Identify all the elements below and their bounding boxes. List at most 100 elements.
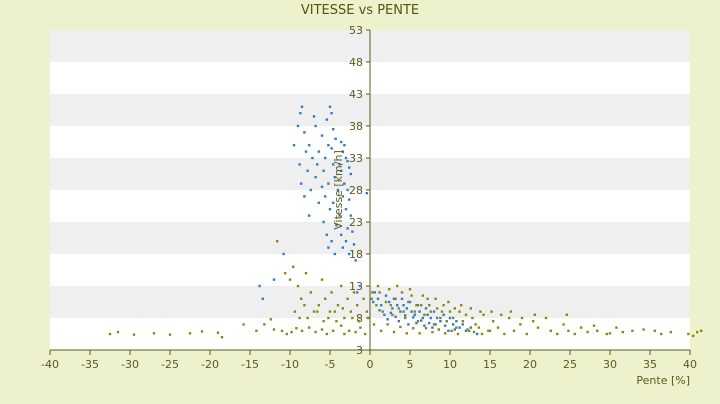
data-point-olive — [418, 332, 421, 335]
y-tick-label: 3 — [356, 344, 363, 357]
data-point-olive — [512, 329, 516, 332]
y-tick-label: 48 — [349, 56, 363, 69]
data-point-olive — [335, 320, 338, 323]
data-point-olive — [300, 297, 303, 300]
data-point-olive — [631, 329, 634, 332]
data-point-blue — [444, 324, 447, 327]
data-point-blue — [298, 163, 301, 166]
data-point-blue — [299, 112, 302, 115]
data-point-blue — [343, 182, 346, 185]
data-point-blue — [330, 240, 333, 243]
data-point-olive — [325, 332, 328, 336]
data-point-blue — [426, 313, 429, 316]
data-point-olive — [487, 329, 490, 332]
x-tick-label: -40 — [41, 358, 59, 371]
data-point-blue — [330, 147, 333, 150]
data-point-olive — [359, 316, 362, 320]
data-point-olive — [450, 329, 453, 332]
data-point-olive — [410, 294, 413, 297]
data-point-olive — [381, 310, 384, 313]
data-point-olive — [330, 291, 333, 294]
data-point-blue — [328, 208, 332, 211]
data-point-olive — [471, 316, 474, 320]
x-tick-label: -25 — [161, 358, 179, 371]
data-point-blue — [300, 182, 303, 185]
data-point-blue — [391, 307, 394, 310]
data-point-olive — [567, 329, 570, 332]
data-point-olive — [413, 310, 416, 313]
data-point-olive — [375, 304, 378, 307]
data-point-blue — [389, 311, 392, 315]
x-tick-label: -35 — [81, 358, 99, 371]
data-point-olive — [479, 310, 482, 313]
data-point-blue — [388, 300, 391, 304]
data-point-blue — [349, 214, 352, 217]
data-point-olive — [482, 313, 485, 316]
data-point-blue — [352, 243, 356, 246]
data-point-blue — [365, 192, 368, 195]
data-point-blue — [330, 112, 333, 115]
data-point-blue — [428, 321, 431, 325]
data-point-olive — [458, 310, 461, 313]
x-tick-label: 5 — [407, 358, 414, 371]
data-point-blue — [373, 291, 376, 294]
data-point-olive — [263, 323, 266, 326]
data-point-olive — [596, 329, 599, 332]
data-point-olive — [442, 304, 445, 307]
data-point-blue — [311, 156, 314, 160]
data-point-olive — [327, 316, 330, 320]
data-point-blue — [346, 227, 349, 230]
data-point-olive — [220, 336, 224, 339]
data-point-blue — [415, 321, 418, 325]
data-point-olive — [400, 291, 404, 294]
data-point-olive — [464, 313, 468, 316]
data-point-olive — [216, 331, 220, 334]
data-point-olive — [423, 313, 426, 316]
data-point-olive — [660, 332, 663, 336]
data-point-blue — [325, 118, 328, 121]
data-point-blue — [341, 246, 344, 249]
y-tick-label: 23 — [349, 216, 363, 229]
data-point-olive — [586, 330, 589, 334]
data-point-olive — [308, 326, 311, 329]
data-point-blue — [348, 166, 351, 169]
data-point-blue — [338, 163, 341, 166]
data-point-olive — [367, 316, 370, 320]
data-point-blue — [333, 176, 336, 179]
data-point-blue — [292, 144, 296, 147]
data-point-blue — [453, 328, 456, 331]
data-point-blue — [320, 134, 324, 137]
data-point-olive — [536, 326, 540, 329]
data-point-blue — [397, 320, 400, 323]
x-tick-label: 10 — [443, 358, 457, 371]
data-point-olive — [288, 278, 292, 281]
data-point-blue — [408, 300, 412, 304]
data-point-olive — [503, 332, 506, 336]
data-point-olive — [615, 326, 618, 329]
data-point-blue — [359, 284, 362, 288]
data-point-olive — [468, 329, 471, 332]
data-point-blue — [308, 144, 311, 147]
data-point-blue — [413, 313, 416, 316]
y-tick-labels: 38131823283338434853 — [349, 24, 370, 357]
data-point-blue — [476, 332, 479, 336]
x-tick-label: 30 — [603, 358, 617, 371]
data-point-blue — [322, 220, 325, 224]
data-point-olive — [439, 316, 442, 320]
data-point-blue — [303, 195, 306, 198]
data-point-blue — [317, 150, 320, 153]
data-point-olive — [340, 324, 343, 327]
data-point-olive — [303, 304, 306, 307]
data-point-blue — [396, 304, 399, 307]
data-point-olive — [466, 328, 469, 331]
data-point-blue — [448, 316, 452, 320]
data-point-blue — [423, 324, 426, 327]
data-point-blue — [322, 169, 325, 172]
data-point-blue — [336, 188, 340, 192]
data-point-olive — [472, 330, 476, 334]
x-tick-label: 40 — [683, 358, 697, 371]
data-point-blue — [418, 310, 421, 313]
data-point-blue — [308, 214, 311, 217]
data-point-olive — [284, 272, 287, 275]
data-point-olive — [322, 320, 325, 323]
